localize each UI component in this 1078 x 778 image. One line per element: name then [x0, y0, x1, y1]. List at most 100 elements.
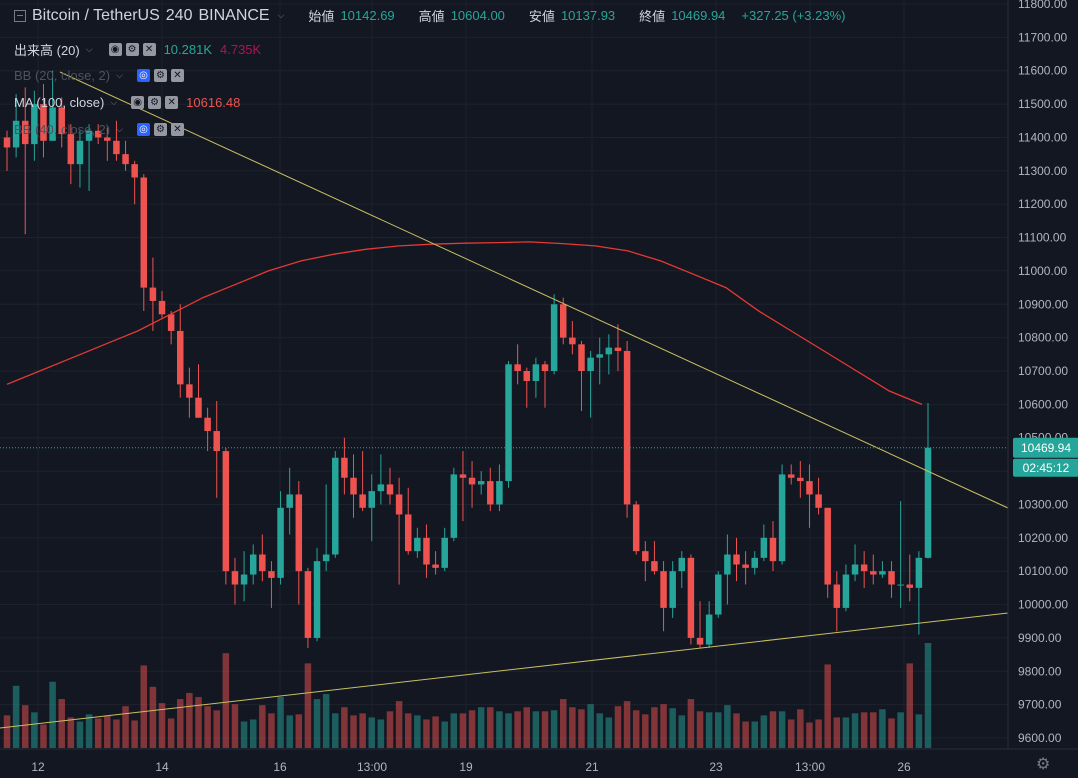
volume-bar	[496, 711, 503, 748]
y-tick-label: 11800.00	[1018, 0, 1067, 11]
indicator-name: 出来高 (20)	[14, 43, 80, 58]
x-tick-label: 21	[585, 760, 599, 774]
eye-hidden-icon[interactable]: ◎	[136, 123, 150, 136]
candle-body	[158, 300, 166, 315]
eye-hidden-icon[interactable]: ◎	[136, 69, 150, 82]
volume-bar	[632, 710, 640, 748]
candle-body	[167, 314, 175, 331]
close-value: 10469.94	[671, 8, 726, 23]
volume-bar	[131, 720, 138, 748]
countdown-label: 02:45:12	[1023, 461, 1070, 475]
y-tick-label: 11100.00	[1018, 231, 1067, 245]
y-tick-label: 9700.00	[1018, 698, 1062, 712]
volume-bar	[906, 663, 914, 748]
volume-bar	[432, 716, 439, 748]
volume-bar	[669, 708, 676, 748]
candle-body	[359, 494, 366, 508]
close-icon[interactable]: ✕	[142, 43, 156, 56]
volume-bar	[158, 703, 166, 748]
interval[interactable]: 240	[165, 6, 193, 24]
indicator-bb20[interactable]: BB (20, close, 2) ⌵ ◎ ⚙ ✕	[14, 68, 184, 83]
low-label: 安値	[528, 9, 555, 24]
gear-icon[interactable]: ⚙	[153, 123, 167, 136]
close-icon[interactable]: ✕	[170, 69, 184, 82]
close-icon[interactable]: ✕	[165, 96, 179, 109]
candle-body	[350, 477, 357, 495]
volume-bar	[459, 713, 467, 748]
candle-body	[879, 571, 886, 575]
candle-body	[395, 494, 403, 515]
candle-body	[104, 137, 111, 141]
candle-body	[67, 134, 75, 165]
high-value: 10604.00	[450, 8, 505, 23]
candle-body	[149, 287, 157, 301]
candle-body	[496, 481, 503, 505]
candle-body	[295, 494, 303, 572]
chevron-down-icon[interactable]: ⌵	[85, 44, 93, 54]
candle-body	[313, 561, 321, 638]
candle-body	[851, 564, 859, 575]
chevron-down-icon[interactable]: ⌵	[116, 124, 123, 134]
candle-body	[605, 347, 613, 355]
gear-icon[interactable]: ⚙	[125, 43, 139, 56]
y-tick-label: 11400.00	[1018, 130, 1067, 144]
candle-body	[268, 571, 275, 578]
volume-bar	[304, 663, 312, 748]
exchange[interactable]: BINANCE	[198, 6, 270, 24]
last-price-tag	[1013, 437, 1078, 458]
gear-icon[interactable]: ⚙	[148, 96, 162, 109]
volume-bar	[49, 681, 56, 748]
symbol-title[interactable]: Bitcoin / TetherUS	[32, 6, 160, 24]
chevron-down-icon[interactable]: ⌵	[116, 70, 123, 80]
volume-bar	[514, 711, 521, 748]
candle-body	[824, 507, 831, 585]
x-tick-label: 13:00	[795, 760, 825, 774]
candle-body	[12, 120, 20, 148]
volume-bar	[441, 721, 448, 748]
candle-body	[614, 347, 622, 351]
eye-icon[interactable]: ◉	[108, 43, 122, 56]
candle-body	[523, 371, 531, 382]
candle-body	[286, 494, 293, 508]
volume-bar	[12, 685, 20, 748]
candle-body	[660, 571, 667, 608]
eye-icon[interactable]: ◉	[131, 96, 145, 109]
volume-bar	[67, 717, 75, 748]
gear-icon[interactable]: ⚙	[153, 69, 167, 82]
candle-body	[532, 364, 540, 382]
candle-body	[377, 484, 385, 492]
settings-gear-icon[interactable]: ⚙	[1036, 756, 1051, 773]
indicator-volume[interactable]: 出来高 (20) ⌵ ◉ ⚙ ✕ 10.281K 4.735K	[14, 40, 261, 59]
volume-bar	[715, 712, 722, 748]
candle-body	[915, 557, 923, 588]
volume-bar	[550, 710, 558, 748]
candle-body	[860, 564, 868, 572]
chevron-down-icon[interactable]: ⌵	[110, 97, 118, 107]
price-axis[interactable]: 9600.00 9700.00 9800.00 9900.00 10000.00 1010…	[1007, 0, 1078, 778]
volume-bar	[322, 693, 330, 748]
volume-bar	[104, 715, 111, 748]
indicator-ma100[interactable]: MA (100, close) ⌵ ◉ ⚙ ✕ 10616.48	[14, 95, 240, 110]
time-axis[interactable]: 12 14 16 13:00 19 21 23 13:00 26	[0, 748, 1078, 778]
volume-bar	[851, 713, 859, 748]
candle-body	[842, 574, 850, 608]
indicator-bb40[interactable]: BB (40, close, 2) ⌵ ◎ ⚙ ✕	[14, 122, 184, 137]
volume-bar	[696, 711, 704, 748]
volume-bar	[404, 713, 412, 748]
candle-body	[578, 344, 585, 371]
chevron-down-icon[interactable]: ⌵	[277, 10, 285, 20]
candle-body	[696, 637, 704, 645]
candle-body	[249, 554, 257, 575]
volume-bar	[623, 701, 631, 748]
y-tick-label: 10900.00	[1018, 297, 1068, 311]
volume-bar	[21, 705, 29, 748]
volume-bar	[806, 722, 813, 748]
collapse-icon[interactable]	[14, 9, 26, 22]
close-icon[interactable]: ✕	[170, 123, 184, 136]
candle-body	[596, 354, 603, 358]
volume-bar	[177, 699, 184, 748]
y-tick-label: 9900.00	[1018, 631, 1062, 645]
candle-body	[322, 554, 330, 562]
candle-body	[94, 130, 102, 138]
